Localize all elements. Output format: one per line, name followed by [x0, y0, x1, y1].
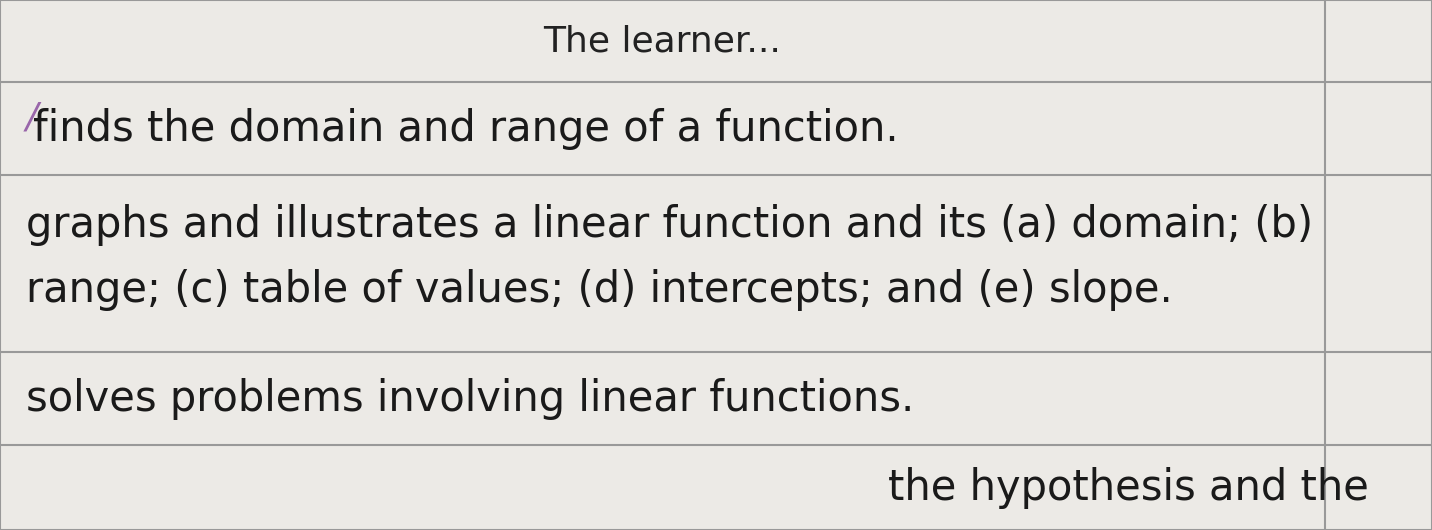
Text: /: /	[26, 101, 37, 135]
Text: graphs and illustrates a linear function and its (a) domain; (b): graphs and illustrates a linear function…	[26, 204, 1313, 245]
Text: finds the domain and range of a function.: finds the domain and range of a function…	[33, 108, 898, 149]
Text: The learner...: The learner...	[543, 24, 782, 58]
Text: solves problems involving linear functions.: solves problems involving linear functio…	[26, 378, 914, 420]
Text: the hypothesis and the: the hypothesis and the	[888, 466, 1369, 509]
Text: range; (c) table of values; (d) intercepts; and (e) slope.: range; (c) table of values; (d) intercep…	[26, 269, 1173, 311]
